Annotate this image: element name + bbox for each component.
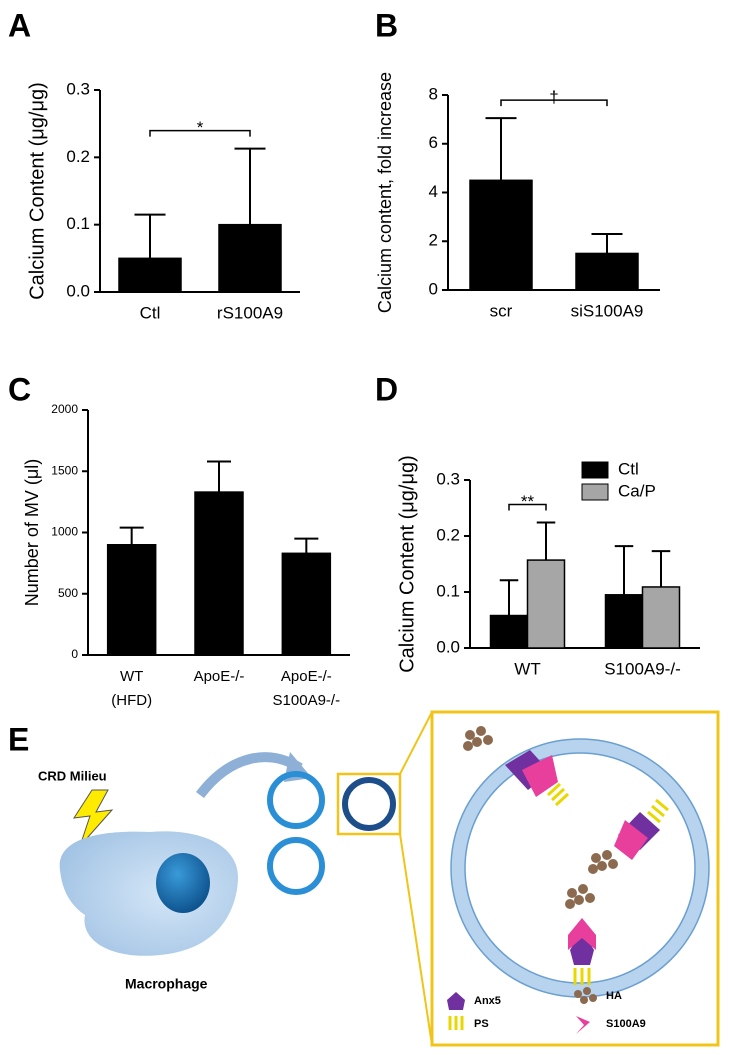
significance-bracket (508, 503, 547, 511)
complex-icon (588, 798, 669, 874)
x-tick-label: WT (120, 668, 143, 685)
error-bar (614, 545, 634, 595)
legend-icon (574, 987, 597, 1004)
y-tick-label: 0.0 (66, 281, 90, 300)
significance-label: † (549, 88, 558, 107)
complex-icon (565, 884, 596, 985)
x-tick-label: Ctl (140, 303, 161, 322)
x-tick-label: S100A9-/- (604, 659, 681, 678)
y-tick-label: 8 (429, 84, 438, 103)
error-bar (134, 213, 166, 259)
y-tick-label: 0.3 (66, 79, 90, 98)
macrophage-shape (59, 831, 239, 956)
error-bar (651, 550, 671, 587)
bar (218, 223, 282, 293)
complex-icon (463, 726, 570, 807)
x-tick-label: ApoE-/- (194, 668, 245, 685)
bar (641, 586, 681, 649)
error-bar (485, 117, 517, 181)
zoom-panel (430, 710, 720, 1047)
bar (489, 614, 529, 649)
legend-icon (448, 1016, 464, 1030)
y-tick-label: 0.1 (66, 214, 90, 233)
bar (469, 179, 533, 291)
panel-letter: B (375, 7, 398, 43)
legend-icon (447, 992, 465, 1010)
y-tick-label: 1500 (51, 463, 78, 477)
vesicle-large (451, 739, 709, 997)
significance-bracket (149, 129, 251, 137)
bar (194, 491, 244, 656)
vesicle (342, 777, 396, 831)
bar (106, 544, 157, 656)
error-bar (591, 232, 623, 254)
x-tick-label: scr (490, 301, 513, 320)
legend-label: Ctl (618, 459, 639, 478)
panel-letter: C (8, 371, 31, 407)
legend-label: Ca/P (618, 481, 656, 500)
error-bar (499, 579, 519, 616)
x-tick-label: siS100A9 (571, 301, 644, 320)
x-tick-label: rS100A9 (217, 303, 283, 322)
y-tick-label: 0 (71, 647, 78, 661)
x-tick-label: (HFD) (111, 692, 152, 709)
y-tick-label: 0.1 (436, 581, 460, 600)
legend-icon (576, 1016, 590, 1034)
y-tick-label: 2 (429, 231, 438, 250)
y-axis-label: Number of MV (μl) (22, 459, 42, 606)
legend-swatch (581, 483, 609, 501)
y-tick-label: 500 (58, 586, 78, 600)
bar (604, 594, 644, 649)
x-tick-label: ApoE-/- (281, 668, 332, 685)
bar (281, 552, 332, 656)
bar (526, 559, 566, 649)
panel-letter: E (8, 721, 29, 757)
error-bar (234, 147, 266, 225)
y-tick-label: 0 (429, 279, 438, 298)
error-bar (119, 526, 144, 545)
significance-label: ** (521, 492, 535, 511)
zoom-line (399, 711, 433, 775)
y-tick-label: 4 (429, 182, 438, 201)
y-axis-label: Calcium content, fold increase (375, 72, 395, 313)
y-tick-label: 0.3 (436, 469, 460, 488)
panel-letter: A (8, 7, 31, 43)
vesicle-outline (464, 752, 696, 984)
vesicle (267, 771, 325, 829)
significance-label: * (197, 118, 204, 137)
legend-label: PS (474, 1018, 489, 1030)
y-tick-label: 0.2 (436, 525, 460, 544)
y-axis-label: Calcium Content (μg/μg) (396, 455, 418, 673)
bar (575, 252, 639, 291)
legend-label: S100A9 (606, 1018, 646, 1030)
legend-swatch (581, 461, 609, 479)
panel-letter: D (375, 371, 398, 407)
bar (118, 257, 182, 293)
legend-label: HA (606, 990, 622, 1002)
x-tick-label: S100A9-/- (273, 692, 341, 709)
cell-label: Macrophage (125, 976, 208, 992)
zoom-line (399, 833, 433, 1046)
y-axis-label: Calcium Content (μg/μg) (26, 82, 48, 300)
vesicle (267, 837, 325, 895)
error-bar (207, 460, 231, 493)
y-tick-label: 6 (429, 133, 438, 152)
y-tick-label: 0.2 (66, 147, 90, 166)
error-bar (294, 537, 319, 554)
legend-label: Anx5 (474, 995, 501, 1007)
lightning-icon (73, 789, 114, 847)
nucleus-shape (156, 853, 210, 913)
x-tick-label: WT (514, 659, 540, 678)
error-bar (536, 521, 556, 561)
significance-bracket (500, 99, 608, 107)
y-tick-label: 0.0 (436, 637, 460, 656)
stimulus-label: CRD Milieu (38, 768, 107, 783)
y-tick-label: 2000 (51, 402, 78, 416)
y-tick-label: 1000 (51, 525, 78, 539)
zoom-box (336, 772, 402, 836)
